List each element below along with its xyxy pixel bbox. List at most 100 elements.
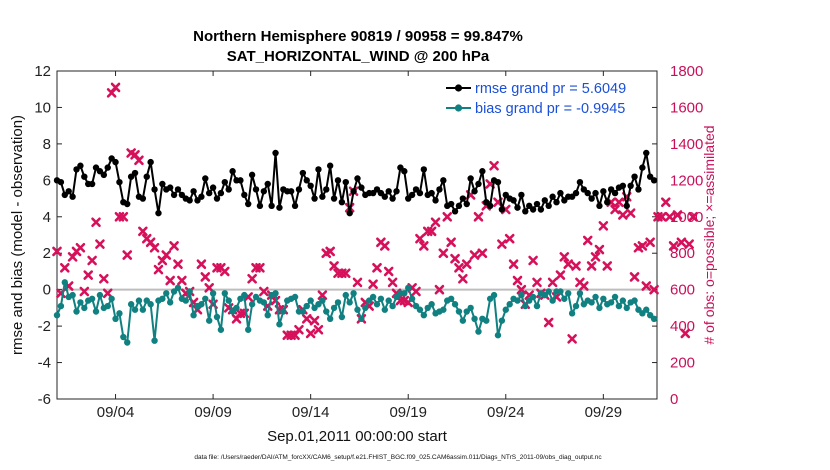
left-tick-label: 6 (43, 172, 51, 189)
assimilated-point (438, 248, 449, 259)
rmse-point (248, 171, 256, 179)
assimilated-point (594, 244, 605, 255)
bias-point (73, 308, 80, 315)
series-bias (53, 279, 658, 346)
bias-point (61, 279, 69, 286)
bias-point (607, 299, 615, 306)
rmse-point (221, 178, 229, 186)
rmse-point (299, 169, 307, 177)
bias-point (245, 326, 252, 333)
rmse-point (237, 177, 244, 184)
bias-point (377, 295, 385, 302)
x-tick-label: 09/14 (292, 404, 330, 421)
assimilated-point (161, 250, 172, 260)
rmse-point (287, 188, 295, 195)
bias-point (451, 301, 459, 308)
rmse-point (350, 188, 357, 195)
rmse-point (205, 189, 213, 197)
chart-title-line2: SAT_HORIZONTAL_WIND @ 200 hPa (227, 48, 490, 65)
rmse-point (440, 177, 447, 184)
x-tick-label: 09/09 (194, 404, 232, 421)
bias-point (385, 297, 392, 304)
rmse-line (56, 152, 655, 215)
bias-point (522, 302, 529, 310)
bias-point (319, 297, 326, 304)
bias-point (557, 288, 564, 295)
rmse-point (529, 206, 537, 213)
rmse-point (416, 189, 424, 197)
bias-point (264, 311, 271, 319)
assimilated-point (247, 273, 257, 284)
bias-point (53, 311, 61, 319)
assimilated-point (340, 268, 351, 279)
legend: rmse grand pr = 5.6049 bias grand pr = -… (441, 77, 651, 119)
left-tick-label: 0 (43, 282, 51, 299)
assimilated-point (110, 82, 121, 93)
assimilated-point (497, 239, 507, 249)
legend-box (441, 77, 651, 119)
rmse-point (307, 182, 314, 189)
assimilated-point (676, 237, 687, 248)
bias-point (420, 311, 428, 319)
bias-point (514, 297, 521, 304)
assimilated-point (91, 217, 101, 228)
rmse-point (498, 206, 506, 213)
rmse-point (471, 188, 478, 195)
assimilated-point (118, 211, 129, 222)
assimilated-point (411, 286, 421, 297)
assimilated-point (489, 160, 499, 171)
assimilated-point (196, 259, 207, 269)
left-tick-label: 2 (43, 245, 51, 262)
bias-point (405, 284, 412, 292)
assimilated-point (220, 266, 230, 277)
bias-point (81, 304, 88, 312)
bias-point (483, 317, 490, 324)
bias-point (104, 302, 111, 310)
bias-point (350, 290, 357, 297)
plot-frame (56, 70, 658, 400)
rmse-point (401, 168, 408, 175)
bias-point (57, 302, 65, 310)
chart-title-line1: Northern Hemisphere 90819 / 90958 = 99.8… (193, 28, 523, 45)
rmse-point (166, 184, 174, 191)
assimilated-point (204, 283, 214, 293)
rmse-point (553, 199, 560, 206)
rmse-point (338, 199, 346, 206)
assimilated-point (504, 233, 515, 244)
bias-point (151, 337, 158, 344)
rmse-point (143, 173, 150, 180)
assimilated-point (586, 261, 597, 271)
rmse-point (346, 209, 353, 217)
bias-point (623, 304, 630, 312)
bias-point (182, 297, 189, 304)
bias-point (307, 297, 314, 304)
rmse-point (252, 186, 260, 193)
rmse-point (217, 189, 225, 197)
rmse-point (77, 162, 84, 169)
assimilated-point (415, 233, 425, 244)
assimilated-point (563, 259, 574, 269)
assimilated-point (52, 246, 62, 257)
left-tick-label: 10 (34, 99, 51, 116)
rmse-point (190, 188, 197, 195)
rmse-point (408, 191, 416, 199)
assimilated-point (598, 221, 609, 231)
rmse-point (276, 204, 283, 211)
bias-point (568, 310, 576, 317)
assimilated-point (668, 241, 679, 251)
rmse-point (69, 193, 76, 200)
rmse-point (451, 208, 459, 215)
bias-point (108, 295, 115, 302)
rmse-point (467, 175, 474, 182)
assimilated-point (582, 235, 593, 246)
rmse-point (131, 169, 139, 177)
assimilated-point (614, 197, 624, 207)
assimilated-point (87, 255, 97, 266)
bias-point (490, 291, 498, 299)
rmse-point (124, 200, 131, 208)
assimilated-point (602, 261, 613, 271)
bias-point (120, 333, 127, 341)
rmse-point (619, 182, 627, 189)
bias-point (576, 290, 584, 297)
